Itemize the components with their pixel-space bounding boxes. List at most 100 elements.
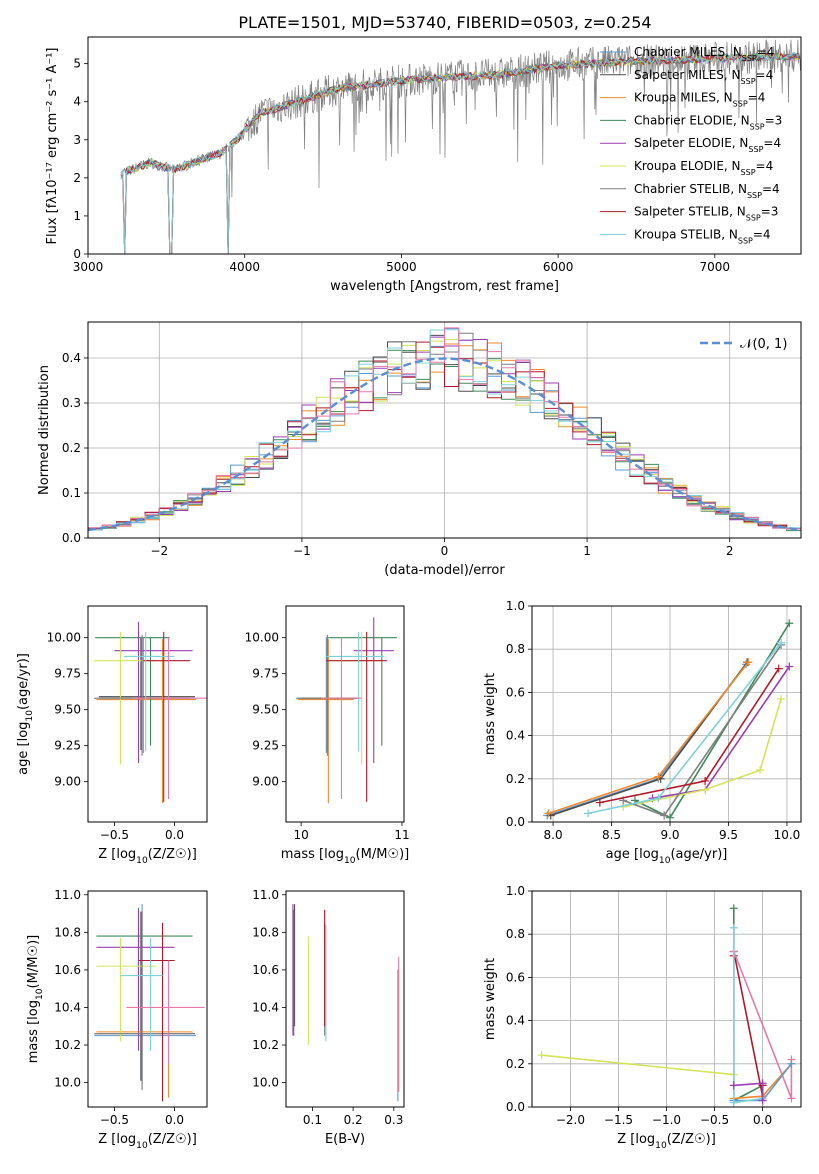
series-salpeter-stelib xyxy=(729,947,767,1101)
chart-mass-vs-EBV: 0.1 0.2 0.3 10.0 10.2 10.4 10.6 10.8 11.0 E(B-V) xyxy=(252,888,405,1147)
y-tick-label: 10.4 xyxy=(252,1000,279,1014)
series-kroupa-stelib xyxy=(584,638,786,818)
histogram-extra xyxy=(88,327,801,530)
chart-residuals: −2 −1 0 1 2 0.0 0.1 0.2 0.3 0.4 (data-model)/error… xyxy=(37,321,802,578)
legend-entry: Kroupa ELODIE, NSSP=4 xyxy=(600,159,773,177)
x-tick-label: −0.5 xyxy=(100,1113,129,1127)
x-axis-label: Z [log10(Z/Z☉)] xyxy=(98,1132,197,1151)
series-salpeter-elodie xyxy=(729,1079,767,1105)
series-marker xyxy=(777,694,786,703)
errorbar-extra xyxy=(126,960,205,1064)
x-tick-label: 1 xyxy=(583,544,591,558)
axes-frame xyxy=(87,605,208,823)
x-tick-label: 4000 xyxy=(229,260,260,274)
x-tick-label: −2 xyxy=(150,544,168,558)
y-tick-label: 10.2 xyxy=(252,1038,279,1052)
series-kroupa-miles xyxy=(544,658,753,818)
x-tick-label: 0.0 xyxy=(165,828,184,842)
model-salpeter-stelib xyxy=(120,52,801,254)
errorbar-chabrier-stelib xyxy=(297,634,358,756)
errorbar-kroupa-stelib xyxy=(120,937,163,1051)
x-tick-label: 8.5 xyxy=(602,828,621,842)
errorbar-kroupa-stelib xyxy=(326,631,384,752)
y-tick-label: 0.4 xyxy=(506,729,525,743)
series-salpeter-stelib xyxy=(595,664,783,807)
plot-area xyxy=(543,619,794,822)
series-marker xyxy=(595,798,604,807)
y-tick-label: 11.0 xyxy=(252,888,279,902)
series-marker xyxy=(660,811,669,820)
series-marker xyxy=(756,766,765,775)
series-marker xyxy=(729,1098,738,1107)
chart-age-vs-mass: 10 11 9.00 9.25 9.50 9.75 10.00 mass [log10(M/M… xyxy=(245,605,410,866)
y-axis-label: Flux [fλ10⁻¹⁷ erg cm⁻² s⁻¹ A⁻¹] xyxy=(45,48,60,245)
x-tick-label: 0.0 xyxy=(753,1113,772,1127)
series-marker xyxy=(537,1051,546,1060)
y-tick-label: 9.50 xyxy=(54,703,81,717)
plot-area xyxy=(292,904,400,1102)
series-chabrier-miles xyxy=(543,660,751,820)
series-line xyxy=(623,698,782,808)
errorbar-kroupa-miles xyxy=(298,639,354,804)
legend: Chabrier MILES, NSSP=4 Salpeter MILES, NS… xyxy=(600,45,782,245)
y-tick-label: 0.6 xyxy=(506,970,525,984)
x-tick-label: 3000 xyxy=(73,260,104,274)
chart-age-vs-Z: −0.5 0.0 9.00 9.25 9.50 9.75 10.00 Z [log10(Z/Z… xyxy=(16,605,208,866)
axes-frame xyxy=(87,321,802,539)
series-marker xyxy=(584,809,593,818)
model-kroupa-stelib xyxy=(120,51,800,254)
x-tick-label: 6000 xyxy=(543,260,574,274)
axes-frame xyxy=(285,890,405,1108)
y-tick-label: 10.8 xyxy=(54,925,81,939)
series-marker xyxy=(701,776,710,785)
series-kroupa-stelib xyxy=(729,923,767,1107)
series-line xyxy=(634,622,790,819)
y-tick-label: 0.6 xyxy=(506,685,525,699)
x-tick-label: 9.0 xyxy=(660,828,679,842)
y-tick-label: 4 xyxy=(73,95,81,109)
legend-label: Salpeter ELODIE, NSSP=4 xyxy=(634,136,781,154)
errorbar-salpeter-elodie xyxy=(114,621,193,763)
y-tick-label: 10.2 xyxy=(54,1038,81,1052)
y-tick-label: 0.4 xyxy=(62,351,81,365)
errorbar-chabrier-elodie xyxy=(95,637,170,746)
legend-label: Chabrier MILES, NSSP=4 xyxy=(634,45,774,63)
y-tick-label: 0.2 xyxy=(62,441,81,455)
errorbar-salpeter-stelib xyxy=(138,922,175,1102)
x-tick-label: −0.5 xyxy=(100,828,129,842)
x-axis-label: E(B-V) xyxy=(325,1132,365,1147)
y-tick-label: 10.0 xyxy=(252,1076,279,1090)
series-marker xyxy=(744,658,753,667)
chart-spectrum: 3000 4000 5000 6000 7000 0 1 2 3 4 5 wavelength [An… xyxy=(45,36,802,294)
axes-frame xyxy=(87,36,802,255)
x-tick-label: −1.5 xyxy=(604,1113,633,1127)
series-marker xyxy=(777,638,786,647)
series-marker xyxy=(729,923,738,932)
series-marker xyxy=(785,619,794,628)
legend-label: Salpeter STELIB, NSSP=3 xyxy=(634,205,778,223)
y-tick-label: 10.4 xyxy=(54,1000,81,1014)
series-salpeter-miles xyxy=(546,658,752,820)
y-tick-label: 0.2 xyxy=(506,1057,525,1071)
y-tick-label: 10.6 xyxy=(252,963,279,977)
y-tick-label: 2 xyxy=(73,171,81,185)
y-tick-label: 10.8 xyxy=(252,925,279,939)
y-tick-label: 9.00 xyxy=(54,775,81,789)
y-tick-label: 9.25 xyxy=(252,739,279,753)
series-marker xyxy=(785,662,794,671)
plot-area xyxy=(94,904,205,1102)
y-tick-label: 0.0 xyxy=(506,1100,525,1114)
legend-entry: Chabrier STELIB, NSSP=4 xyxy=(600,182,780,199)
y-tick-label: 9.00 xyxy=(252,775,279,789)
series-marker xyxy=(774,664,783,673)
chart-mass-vs-Z: −0.5 0.0 10.0 10.2 10.4 10.6 10.8 11.0 Z [log10(… xyxy=(26,888,208,1151)
x-tick-label: 0.2 xyxy=(344,1113,363,1127)
errorbar-chabrier-miles xyxy=(296,637,357,753)
legend-label: Salpeter MILES, NSSP=4 xyxy=(634,68,773,86)
legend-entry: Salpeter ELODIE, NSSP=4 xyxy=(600,136,781,154)
y-tick-label: 9.50 xyxy=(252,703,279,717)
axes-frame xyxy=(285,605,405,823)
normal-curve xyxy=(88,357,801,532)
y-tick-label: 9.75 xyxy=(54,667,81,681)
legend-label: Kroupa STELIB, NSSP=4 xyxy=(634,227,771,245)
